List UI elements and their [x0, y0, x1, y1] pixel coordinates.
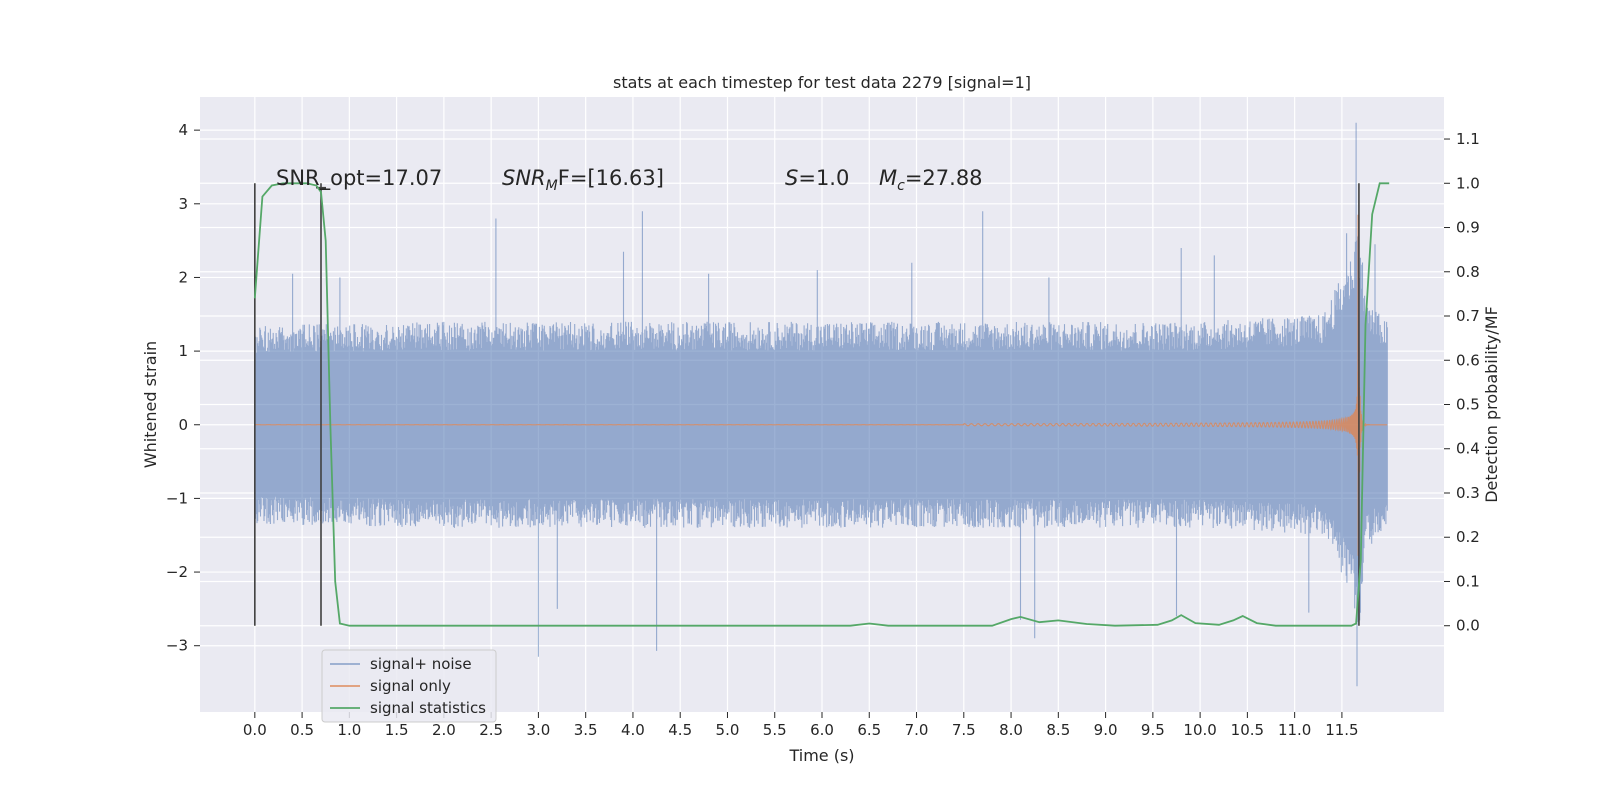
y-tick-label: 0	[178, 416, 188, 434]
x-tick-label: 1.5	[385, 721, 409, 739]
annotation-s: S=1.0	[785, 166, 849, 190]
annotation-mc: Mc=27.88	[879, 166, 983, 194]
x-tick-label: 3.0	[526, 721, 550, 739]
y-right-tick-label: 0.8	[1456, 263, 1480, 281]
y-right-tick-label: 0.4	[1456, 440, 1480, 458]
legend-label-signal-plus-noise: signal+ noise	[370, 655, 472, 673]
x-tick-label: 7.0	[905, 721, 929, 739]
y-tick-label: 4	[178, 121, 188, 139]
y-tick-label: 1	[178, 342, 188, 360]
y-right-tick-label: 1.1	[1456, 130, 1480, 148]
x-tick-label: 7.5	[952, 721, 976, 739]
y-right-tick-label: 0.2	[1456, 528, 1480, 546]
x-tick-label: 0.0	[243, 721, 267, 739]
vertical-markers	[254, 183, 1360, 626]
annotation-mc-subscript: c	[897, 178, 905, 194]
annotation-snr-mf-subscript: M	[546, 178, 558, 194]
x-tick-label: 10.5	[1231, 721, 1264, 739]
annotation-snr-mf-value: F=[16.63]	[558, 166, 664, 190]
y-right-tick-label: 0.7	[1456, 307, 1480, 325]
y-right-tick-label: 0.5	[1456, 396, 1480, 414]
annotation-s-value: =1.0	[798, 166, 849, 190]
annotation-snr-mf-name: SNR	[502, 166, 546, 190]
x-tick-label: 8.0	[999, 721, 1023, 739]
x-axis-label: Time (s)	[788, 746, 854, 765]
x-tick-label: 4.5	[668, 721, 692, 739]
series-layer	[253, 122, 1390, 687]
x-tick-label: 6.0	[810, 721, 834, 739]
y-right-axis-label: Detection probability/MF	[1482, 306, 1501, 503]
chart-title: stats at each timestep for test data 227…	[613, 73, 1031, 92]
y-right-tick-label: 0.0	[1456, 617, 1480, 635]
annotation-snr-mf: SNRMF=[16.63]	[502, 166, 664, 194]
legend-label-signal-statistics: signal statistics	[370, 699, 486, 717]
y-right-tick-label: 0.9	[1456, 219, 1480, 237]
annotation-mc-name: M	[879, 166, 897, 190]
x-tick-label: 8.5	[1046, 721, 1070, 739]
x-tick-label: 5.0	[716, 721, 740, 739]
annotation-mc-value: =27.88	[905, 166, 983, 190]
x-tick-label: 2.0	[432, 721, 456, 739]
y-right-tick-label: 0.6	[1456, 351, 1480, 369]
series-signal-statistics	[253, 182, 1390, 627]
y-axis-label: Whitened strain	[141, 341, 160, 468]
x-tick-label: 0.5	[290, 721, 314, 739]
y-tick-label: 2	[178, 268, 188, 286]
x-tick-label: 2.5	[479, 721, 503, 739]
x-tick-label: 11.0	[1278, 721, 1311, 739]
x-tick-label: 5.5	[763, 721, 787, 739]
y-right-tick-label: 0.1	[1456, 572, 1480, 590]
y-right-tick-label: 1.0	[1456, 174, 1480, 192]
series-signal-only	[254, 214, 1388, 556]
y-tick-label: −2	[166, 563, 188, 581]
y-tick-label: 3	[178, 195, 188, 213]
y-right-tick-label: 0.3	[1456, 484, 1480, 502]
x-tick-label: 3.5	[574, 721, 598, 739]
annotation-snr-opt: SNR_opt=17.07	[276, 166, 442, 191]
y-tick-label: −1	[166, 489, 188, 507]
x-tick-label: 6.5	[857, 721, 881, 739]
x-tick-label: 1.0	[337, 721, 361, 739]
legend: signal+ noise signal only signal statist…	[321, 649, 497, 723]
x-tick-label: 11.5	[1325, 721, 1358, 739]
x-tick-label: 10.0	[1183, 721, 1216, 739]
legend-box	[321, 649, 497, 723]
x-tick-label: 4.0	[621, 721, 645, 739]
y-tick-label: −3	[166, 637, 188, 655]
annotation-s-name: S	[785, 166, 798, 190]
legend-label-signal-only: signal only	[370, 677, 451, 695]
x-tick-label: 9.0	[1094, 721, 1118, 739]
ticks: 0.0 0.5 1.0 1.5 2.0 2.5 3.0 3.5 4.0 4.5 5.0 5.5 6.0 6…	[166, 121, 1480, 739]
x-tick-label: 9.5	[1141, 721, 1165, 739]
